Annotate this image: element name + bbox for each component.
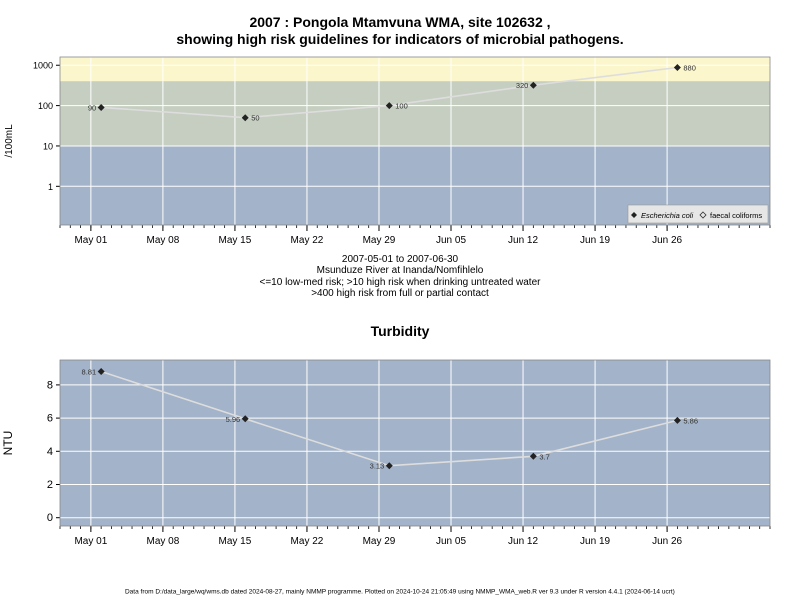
date-range-note: 2007-05-01 to 2007-06-30 <box>341 254 459 265</box>
site-name-note: Msunduze River at Inanda/Nomfihlelo <box>316 265 484 276</box>
y-tick-label: 0 <box>47 512 53 524</box>
x-tick-label: Jun 05 <box>436 536 466 547</box>
x-tick-label: May 22 <box>291 235 324 246</box>
legend-label-ecoli: Escherichia coli <box>641 211 693 220</box>
x-tick-label: Jun 19 <box>580 536 610 547</box>
x-tick-label: Jun 26 <box>652 235 682 246</box>
data-point <box>673 63 681 71</box>
y-tick-label: 100 <box>38 101 53 111</box>
chart-title: 2007 : Pongola Mtamvuna WMA, site 102632… <box>249 14 551 30</box>
plot-frame <box>59 56 771 226</box>
data-point <box>529 452 537 460</box>
legend-marker-faecal <box>699 211 707 219</box>
data-label: 320 <box>516 81 529 90</box>
data-source-footer: Data from D:/data_large/wq/wms.db dated … <box>124 589 675 596</box>
x-tick-label: May 08 <box>147 235 180 246</box>
data-label: 100 <box>395 102 408 111</box>
y-tick-label: 1000 <box>33 61 53 71</box>
data-label: 5.96 <box>226 415 241 424</box>
y-axis-title: NTU <box>1 431 15 456</box>
data-point <box>97 103 105 111</box>
data-label: 880 <box>683 63 696 72</box>
microbial-chart: 1 10 100 1000 May 01 May 08 May 15 May 22 May 29… <box>4 56 771 246</box>
x-tick-label: May 29 <box>363 536 396 547</box>
data-point <box>241 114 249 122</box>
y-tick-label: 8 <box>47 379 53 391</box>
y-axis-title: /100mL <box>4 124 15 158</box>
plot-frame <box>59 359 771 527</box>
x-tick-label: May 15 <box>219 235 252 246</box>
x-tick-label: May 01 <box>74 536 107 547</box>
x-tick-label: May 22 <box>291 536 324 547</box>
turbidity-chart: 0 2 4 6 8 May 01 May 08 May 15 May 22 May 29 Jun 0… <box>1 359 771 547</box>
turbidity-title: Turbidity <box>370 323 430 339</box>
x-tick-label: Jun 05 <box>436 235 466 246</box>
x-tick-label: May 08 <box>147 536 180 547</box>
legend: Escherichia coli faecal coliforms <box>627 204 769 224</box>
risk-note-contact: >400 high risk from full or partial cont… <box>311 288 489 299</box>
data-point <box>97 367 105 375</box>
y-tick-label: 2 <box>47 479 53 491</box>
x-tick-label: Jun 12 <box>508 536 538 547</box>
x-tick-label: Jun 26 <box>652 536 682 547</box>
data-label: 3.13 <box>370 462 385 471</box>
data-point <box>385 462 393 470</box>
data-label: 8.81 <box>82 367 97 376</box>
x-tick-label: May 15 <box>219 536 252 547</box>
data-label: 5.86 <box>683 416 698 425</box>
y-tick-label: 4 <box>47 446 53 458</box>
y-tick-label: 1 <box>48 182 53 192</box>
legend-label-faecal: faecal coliforms <box>710 211 762 220</box>
data-point <box>385 102 393 110</box>
risk-band <box>60 81 770 146</box>
risk-band <box>60 57 770 82</box>
legend-marker-ecoli <box>631 212 637 218</box>
x-tick-label: May 29 <box>363 235 396 246</box>
chart-subtitle: showing high risk guidelines for indicat… <box>176 31 624 47</box>
y-tick-label: 6 <box>47 413 53 425</box>
data-point <box>529 81 537 89</box>
y-tick-label: 10 <box>43 141 53 151</box>
x-tick-label: Jun 19 <box>580 235 610 246</box>
data-label: 50 <box>251 114 259 123</box>
legend-box <box>627 204 769 224</box>
x-tick-label: May 01 <box>74 235 107 246</box>
data-label: 3.7 <box>539 452 549 461</box>
plot-area <box>60 360 770 526</box>
risk-note-drinking: <=10 low-med risk; >10 high risk when dr… <box>259 277 541 288</box>
data-point <box>241 415 249 423</box>
data-point <box>673 416 681 424</box>
x-tick-label: Jun 12 <box>508 235 538 246</box>
data-label: 90 <box>88 103 96 112</box>
